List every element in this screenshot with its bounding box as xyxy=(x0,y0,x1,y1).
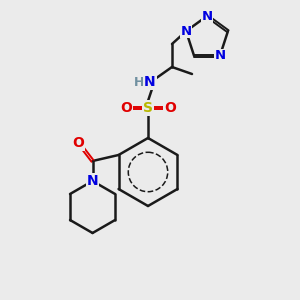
Text: N: N xyxy=(144,75,156,89)
Text: O: O xyxy=(73,136,85,150)
Text: N: N xyxy=(214,49,226,62)
Text: O: O xyxy=(164,101,176,115)
Text: H: H xyxy=(134,76,144,88)
Text: N: N xyxy=(87,174,98,188)
Text: N: N xyxy=(181,25,192,38)
Text: O: O xyxy=(120,101,132,115)
Text: S: S xyxy=(143,101,153,115)
Text: N: N xyxy=(201,10,213,22)
